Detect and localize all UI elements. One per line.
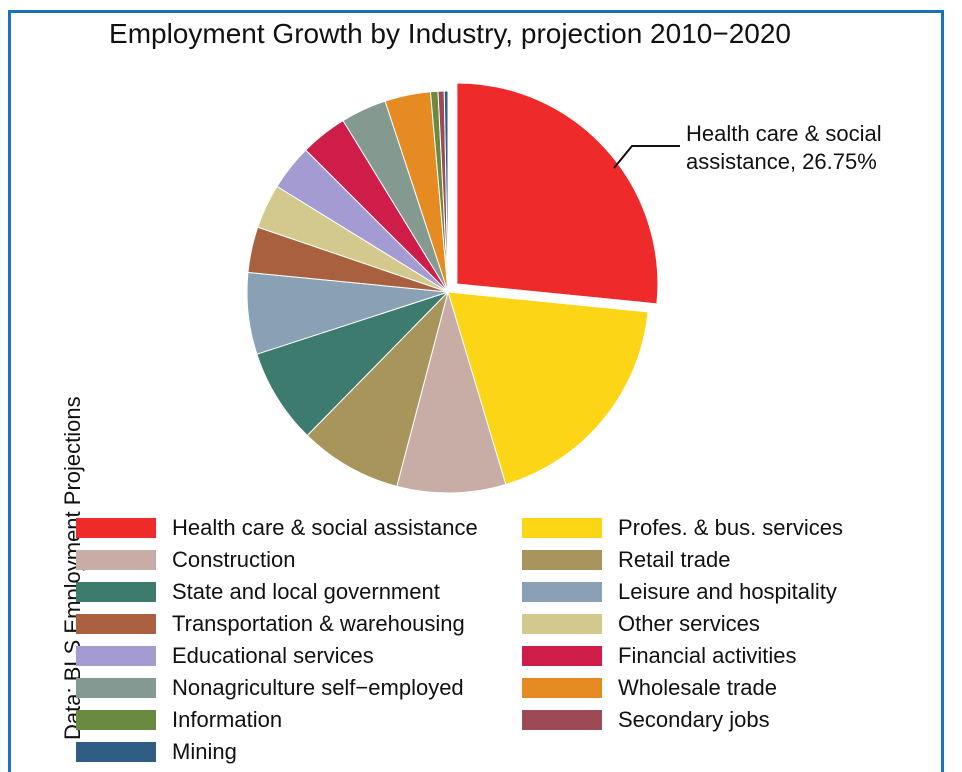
legend-label: Profes. & bus. services xyxy=(618,515,843,540)
legend-label: Other services xyxy=(618,611,760,636)
legend-swatch xyxy=(522,678,602,698)
pie-slice-profes-bus-services xyxy=(447,291,649,486)
legend-swatch xyxy=(76,678,156,698)
legend-item: Profes. & bus. services xyxy=(522,515,843,540)
legend-label: Health care & social assistance xyxy=(172,515,478,540)
pie-slice-retail-trade xyxy=(306,290,449,487)
legend-label: Construction xyxy=(172,547,296,572)
legend-item: Transportation & warehousing xyxy=(76,611,465,636)
legend-item: Nonagriculture self−employed xyxy=(76,675,464,700)
legend-item: State and local government xyxy=(76,579,440,604)
legend-item: Retail trade xyxy=(522,547,731,572)
legend-item: Mining xyxy=(76,739,237,764)
legend-swatch xyxy=(76,550,156,570)
legend-item: Other services xyxy=(522,611,760,636)
legend-label: Information xyxy=(172,707,283,732)
legend-item: Financial activities xyxy=(522,643,797,668)
legend-label: Retail trade xyxy=(618,547,731,572)
legend-item: Secondary jobs xyxy=(522,707,770,732)
legend-label: Financial activities xyxy=(618,643,797,668)
legend-item: Leisure and hospitality xyxy=(522,579,837,604)
legend-label: Transportation & warehousing xyxy=(172,611,465,636)
pie-slice-mining xyxy=(443,90,449,293)
legend-swatch xyxy=(522,710,602,730)
legend-item: Information xyxy=(76,707,283,732)
pie-slice-construction xyxy=(396,290,507,494)
pie-slice-health-care-social-assistance xyxy=(456,82,659,305)
legend-swatch xyxy=(522,582,602,602)
legend-swatch xyxy=(76,710,156,730)
legend-item: Health care & social assistance xyxy=(76,515,478,540)
legend-label: Leisure and hospitality xyxy=(618,579,837,604)
callout-line-1: Health care & social xyxy=(686,121,882,146)
legend-label: Educational services xyxy=(172,643,374,668)
legend-swatch xyxy=(76,646,156,666)
legend-swatch xyxy=(522,518,602,538)
legend-label: Nonagriculture self−employed xyxy=(172,675,464,700)
pie-slice-state-and-local-government xyxy=(256,291,449,437)
legend-swatch xyxy=(522,646,602,666)
legend-label: Wholesale trade xyxy=(618,675,777,700)
legend-swatch xyxy=(76,582,156,602)
legend-item: Construction xyxy=(76,547,296,572)
legend-item: Educational services xyxy=(76,643,374,668)
legend-swatch xyxy=(76,614,156,634)
legend-item: Wholesale trade xyxy=(522,675,777,700)
legend-label: State and local government xyxy=(172,579,440,604)
legend-label: Mining xyxy=(172,739,237,764)
chart-title: Employment Growth by Industry, projectio… xyxy=(109,18,791,49)
legend-swatch xyxy=(522,614,602,634)
legend-swatch xyxy=(76,518,156,538)
callout-line-2: assistance, 26.75% xyxy=(686,149,877,174)
legend-swatch xyxy=(76,742,156,762)
slice-callout-label: Health care & social assistance, 26.75% xyxy=(686,120,882,176)
legend-swatch xyxy=(522,550,602,570)
callout-leader-line xyxy=(613,145,680,169)
legend-label: Secondary jobs xyxy=(618,707,770,732)
